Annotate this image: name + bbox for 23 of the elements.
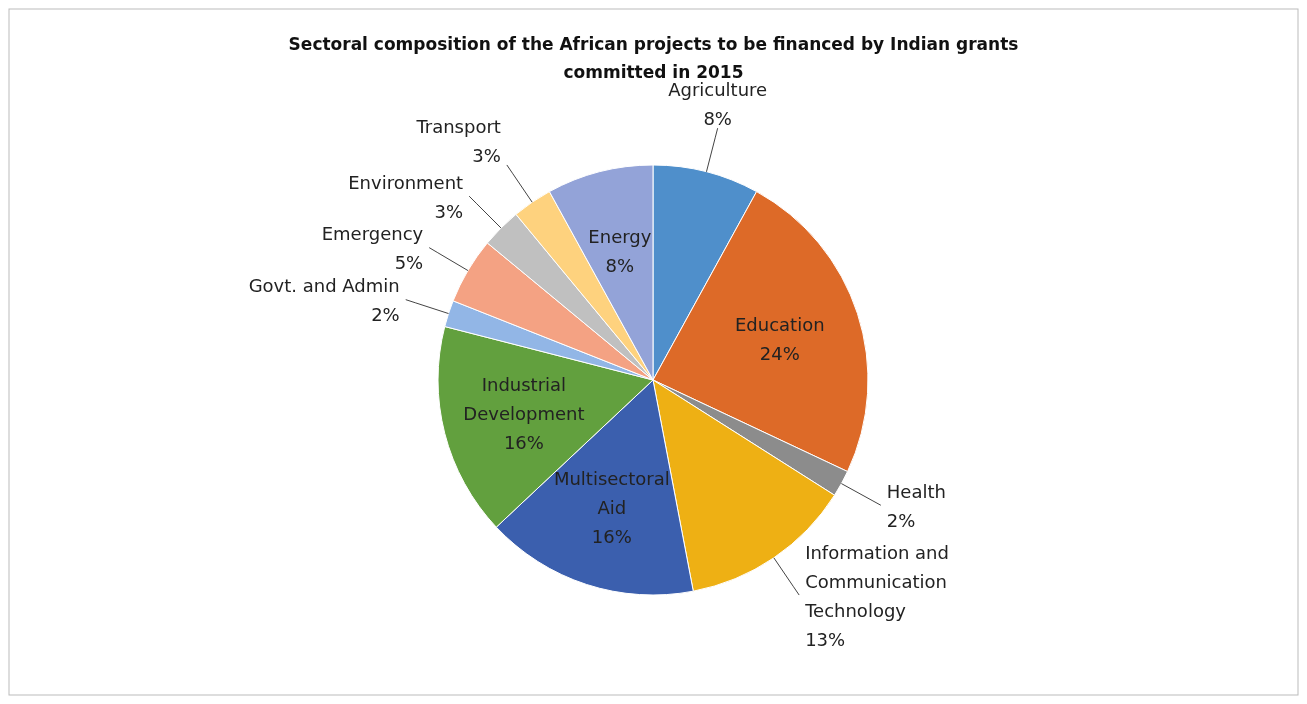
slice-label: Education: [734, 314, 825, 336]
slice-label: Health: [886, 480, 946, 502]
slice-label: Industrial Development: [463, 374, 585, 425]
data-label: 8%: [703, 108, 732, 130]
data-label: 3%: [472, 144, 501, 166]
data-label: 24%: [759, 343, 800, 365]
chart-title: Sectoral composition of the African projects to be financed by Indian grants committed in 2015: [288, 34, 1019, 82]
data-label: 16%: [591, 525, 632, 547]
slice-label: Govt. and Admin: [248, 275, 400, 297]
data-label: 2%: [371, 304, 400, 326]
slice-label: Emergency: [321, 223, 424, 245]
slice-label: Agriculture: [668, 79, 768, 101]
slice-label: Transport: [415, 115, 501, 137]
data-label: 8%: [605, 255, 635, 277]
slice-label: Multisectoral Aid: [553, 467, 670, 518]
data-label: 2%: [886, 509, 916, 531]
slice-label: Information and Communication Technology: [804, 541, 949, 621]
data-label: 16%: [503, 432, 544, 454]
data-label: 13%: [805, 628, 846, 650]
slice-label: Environment: [348, 171, 464, 193]
data-label: 3%: [434, 200, 464, 222]
slice-label: Energy: [588, 226, 652, 248]
data-label: 5%: [394, 252, 424, 274]
